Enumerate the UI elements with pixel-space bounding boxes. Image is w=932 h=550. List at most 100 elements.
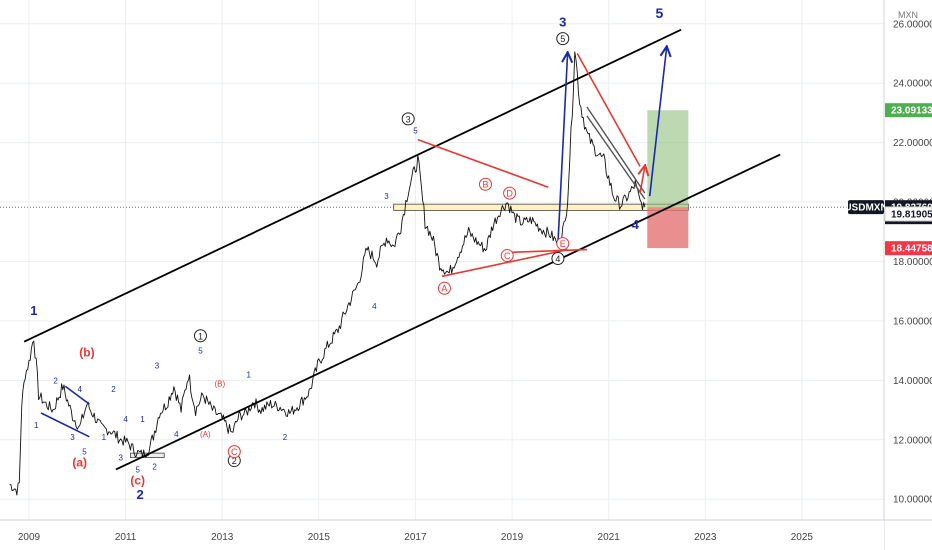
x-tick-label: 2023 — [694, 532, 717, 543]
plain-tag-bg — [884, 206, 932, 222]
symbol-tag-bg — [848, 200, 884, 215]
circled-label-text: 1 — [198, 331, 203, 341]
circled-wave-label: D — [503, 186, 517, 200]
circled-wave-label: 5 — [556, 32, 570, 46]
y-tick-label: 22.00000 — [893, 138, 932, 149]
trendline[interactable] — [576, 53, 641, 167]
target-value: 23.09133 — [891, 106, 932, 117]
projection-arrow[interactable] — [640, 166, 645, 194]
wave-label: 5 — [135, 465, 140, 474]
circled-label-text: 4 — [555, 254, 560, 264]
y-tick-label: 26.00000 — [893, 19, 932, 30]
x-tick-label: 2011 — [115, 532, 137, 543]
label-circle — [193, 329, 207, 343]
stop-zone — [647, 207, 689, 249]
label-circle — [478, 177, 492, 191]
x-tick-label: 2017 — [404, 532, 427, 543]
wave-label: 1 — [140, 415, 145, 424]
circled-wave-label: 2 — [227, 454, 241, 468]
wave-label: 3 — [559, 15, 566, 30]
wave-label: 1 — [30, 303, 37, 318]
wave-label: 3 — [119, 454, 124, 463]
wave-label: 3 — [384, 192, 389, 201]
circled-label-text: 2 — [232, 456, 237, 466]
wave-label: (A) — [200, 430, 211, 439]
wave-label: 2 — [53, 376, 58, 385]
circled-wave-label: A — [437, 281, 451, 295]
circled-wave-label: B — [478, 177, 492, 191]
grid-layer — [0, 0, 884, 520]
wave-label: (a) — [72, 456, 87, 470]
target-tag-bg — [885, 103, 932, 118]
circled-wave-label: 4 — [551, 252, 565, 266]
projection-arrow[interactable] — [648, 48, 667, 197]
wave-label: 1 — [102, 433, 107, 442]
trendline[interactable] — [586, 115, 646, 200]
y-tick-label: 24.00000 — [893, 79, 932, 90]
wave-label: 4 — [77, 385, 82, 394]
trendline[interactable] — [441, 248, 568, 278]
wave-label: 4 — [632, 217, 640, 232]
label-circle — [437, 281, 451, 295]
y-tick-label: 10.00000 — [893, 495, 932, 506]
time-axis-panel — [0, 520, 884, 550]
annotation-layer: 1234512345123451234512435(b)(a)(c)(B)(A)… — [30, 5, 663, 502]
wave-label: 4 — [123, 415, 128, 424]
circled-label-text: C — [231, 447, 238, 457]
x-tick-label: 2025 — [791, 532, 814, 543]
x-tick-label: 2021 — [598, 532, 621, 543]
wave-label: 5 — [82, 448, 87, 457]
x-tick-label: 2015 — [308, 532, 331, 543]
circled-wave-label: 1 — [193, 329, 207, 343]
x-tick-label: 2019 — [501, 532, 524, 543]
wave-label: (c) — [130, 473, 145, 487]
price-tag-stop: 18.44758 — [885, 241, 932, 256]
price-series-line — [9, 51, 646, 496]
wave-label: 1 — [247, 370, 252, 379]
circled-label-text: 5 — [560, 34, 565, 44]
label-circle — [500, 249, 514, 263]
circled-label-text: B — [482, 180, 488, 190]
circled-label-text: E — [560, 239, 566, 249]
trend-layer[interactable] — [23, 28, 781, 471]
plain-value: 19.81905 — [891, 209, 932, 220]
wave-label: 3 — [70, 433, 75, 442]
trendline[interactable] — [504, 248, 587, 254]
y-tick-label: 12.00000 — [893, 435, 932, 446]
y-tick-label: 14.00000 — [893, 376, 932, 387]
y-axis-title: MXN — [898, 10, 918, 20]
price-tag-target: 23.09133 — [885, 103, 932, 118]
symbol-tag-text: USDMXN — [844, 203, 887, 214]
circled-label-text: D — [506, 189, 513, 199]
wave-label: 3 — [155, 361, 160, 370]
wave-label: 5 — [413, 127, 418, 136]
trendline[interactable] — [586, 106, 646, 194]
trendline[interactable] — [40, 412, 90, 438]
circled-wave-label: C — [227, 445, 241, 459]
trendline[interactable] — [115, 153, 781, 471]
wave-label: 2 — [283, 433, 288, 442]
circled-label-text: C — [504, 251, 511, 261]
y-tick-label: 16.00000 — [893, 316, 932, 327]
stop-value: 18.44758 — [891, 244, 932, 255]
trendline[interactable] — [417, 138, 549, 188]
price-axis-panel — [884, 0, 932, 550]
wave-label: (b) — [79, 346, 94, 360]
circled-label-text: 3 — [406, 114, 411, 124]
arrow-layer[interactable] — [557, 48, 667, 244]
label-circle — [401, 112, 415, 126]
projection-arrow[interactable] — [557, 53, 568, 244]
x-tick-label: 2013 — [211, 532, 234, 543]
label-circle — [227, 445, 241, 459]
wave-label: (B) — [214, 379, 225, 388]
wave-label: 5 — [655, 5, 663, 21]
price-tag-plain: 19.81905 — [884, 206, 932, 222]
trendline[interactable] — [64, 385, 90, 405]
label-circle — [556, 32, 570, 46]
stop-tag-bg — [885, 241, 932, 256]
trendline[interactable] — [23, 28, 682, 343]
label-circle — [503, 186, 517, 200]
